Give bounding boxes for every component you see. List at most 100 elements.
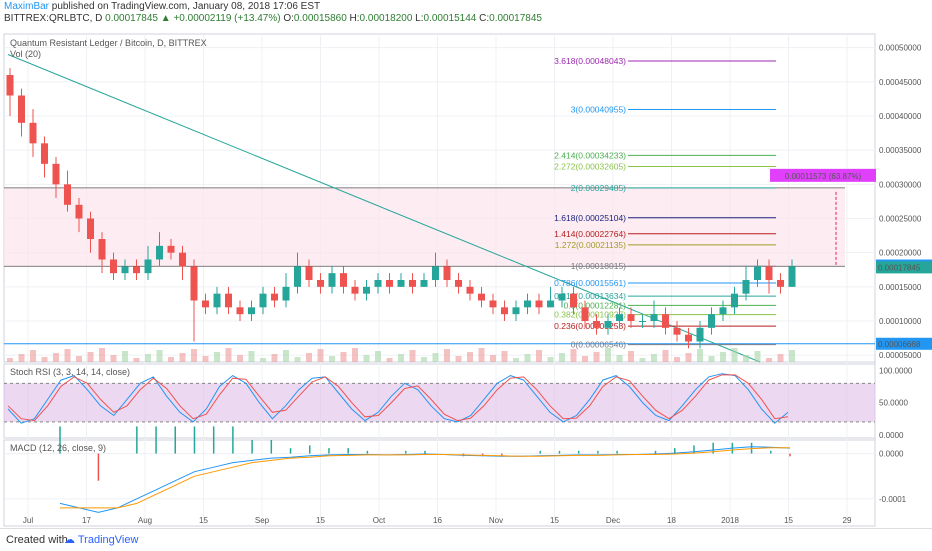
fib-level-label: 0.618(0.00013634)	[554, 291, 626, 301]
candle-body	[466, 286, 474, 294]
author-link[interactable]: MaximBar	[4, 1, 50, 12]
candle-body	[6, 75, 14, 96]
volume-bar	[41, 357, 48, 362]
volume-bar	[283, 350, 289, 362]
measure-badge	[770, 168, 876, 182]
candle-body	[52, 163, 60, 185]
candle-body	[29, 122, 37, 144]
candle-body	[489, 300, 497, 308]
volume-bar	[743, 355, 749, 362]
ohlc-line: BITTREX:QRLBTC, D 0.00017845 ▲ +0.000021…	[4, 13, 542, 25]
high-label: H:	[349, 13, 360, 24]
volume-bar	[30, 350, 36, 362]
volume-bar	[628, 351, 634, 362]
volume-bar	[168, 357, 174, 362]
volume-bar	[674, 357, 680, 362]
x-tick-label: 16	[433, 516, 442, 525]
candle-body	[432, 266, 439, 280]
volume-bar	[789, 350, 795, 362]
volume-bar	[754, 351, 761, 362]
fib-level-label: 1(0.00018015)	[571, 261, 626, 271]
volume-bar	[731, 348, 738, 362]
volume-bar	[329, 356, 335, 362]
candle-body	[282, 286, 290, 301]
fib-level-label: 1.618(0.00025104)	[554, 213, 626, 223]
volume-bar	[237, 355, 243, 362]
candle-body	[420, 280, 428, 287]
candle-body	[524, 300, 531, 308]
fib-level-label: 2(0.00029485)	[571, 183, 626, 193]
x-tick-label: 2018	[721, 516, 739, 525]
low-value: 0.00015144	[423, 13, 477, 24]
volume-label: Vol (20)	[10, 49, 41, 59]
fib-level-label: 3.618(0.00048043)	[554, 56, 626, 66]
candle-body	[696, 327, 704, 342]
macd-y-tick: 0.0000	[879, 450, 904, 459]
volume-bar	[64, 349, 71, 362]
volume-bar	[375, 351, 381, 362]
candle-body	[639, 321, 646, 322]
candle-body	[443, 266, 451, 280]
x-tick-label: Dec	[606, 516, 620, 525]
price-badge-label: 0.00006668	[878, 340, 921, 349]
y-tick-label: 0.00010000	[879, 317, 922, 326]
volume-bar	[398, 354, 404, 362]
volume-bar	[225, 348, 232, 362]
measure-label: 0.00011573 (63.87%)	[785, 172, 862, 181]
candle-body	[455, 280, 462, 287]
price-badge	[876, 261, 932, 274]
volume-bar	[432, 353, 439, 362]
y-tick-label: 0.00025000	[879, 215, 922, 224]
candle-body	[754, 266, 761, 280]
fib-level-label: 2.272(0.00032605)	[554, 162, 626, 172]
candle-body	[397, 280, 405, 287]
volume-bar	[570, 349, 577, 362]
candle-body	[248, 307, 255, 315]
fib-level-label: 0(0.00006546)	[571, 340, 626, 350]
candle-body	[41, 143, 48, 164]
candle-body	[271, 293, 278, 301]
candle-body	[604, 321, 612, 328]
tradingview-brand: TradingView	[77, 534, 139, 546]
volume-bar	[179, 353, 186, 362]
y-tick-label: 0.00035000	[879, 146, 922, 155]
candle-body	[386, 280, 393, 287]
stoch-series-line	[7, 373, 789, 424]
candle-body	[547, 300, 554, 308]
candle-body	[351, 286, 359, 294]
x-tick-label: 15	[316, 516, 325, 525]
volume-bar	[99, 348, 105, 362]
volume-bar	[605, 348, 611, 362]
high-value: 0.00018200	[359, 13, 413, 24]
price-badge-label: 0.00017845	[878, 263, 921, 272]
tradingview-logo[interactable]: ☁ TradingView	[64, 534, 139, 546]
volume-bar	[559, 353, 565, 362]
open-value: 0.00015860	[293, 13, 347, 24]
fib-level-label: 0.5(0.00012281)	[564, 300, 627, 310]
chart-header: MaximBar published on TradingView.com, J…	[0, 0, 932, 26]
volume-bar	[708, 356, 715, 362]
close-value: 0.00017845	[489, 13, 542, 24]
volume-bar	[248, 351, 255, 362]
stoch-title: Stoch RSI (3, 3, 14, 14, close)	[10, 367, 130, 377]
candle-body	[225, 293, 232, 308]
candle-body	[110, 259, 117, 274]
volume-bar	[547, 357, 554, 362]
macd-panel	[3, 439, 876, 527]
x-tick-label: Jul	[23, 516, 33, 525]
candle-body	[98, 239, 106, 260]
volume-bar	[513, 358, 519, 362]
up-arrow-icon: ▲	[160, 13, 171, 24]
volume-bar	[7, 358, 13, 362]
volume-bar	[191, 349, 197, 362]
volume-bar	[110, 355, 117, 362]
chart-canvas[interactable]: Jul 17 Aug 15 Sep 15 Oct 16 Nov 15 Dec 18 2018 15 29 0.…	[0, 26, 932, 528]
fib-level-label: 0.786(0.00015561)	[554, 278, 626, 288]
volume-bar	[616, 355, 623, 362]
volume-bar	[87, 352, 94, 362]
volume-bar	[363, 355, 370, 362]
volume-bar	[53, 353, 59, 362]
x-tick-label: Aug	[138, 516, 152, 525]
fib-level-label: 0.382(0.00010927)	[554, 310, 626, 320]
candle-body	[731, 293, 738, 308]
